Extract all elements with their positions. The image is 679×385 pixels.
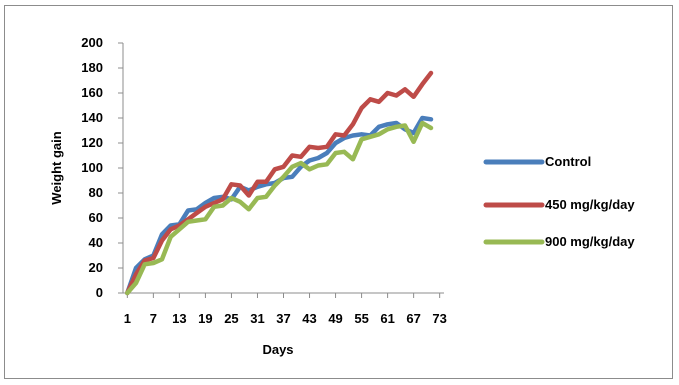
x-tick-label: 25 — [224, 311, 238, 326]
x-tick-label: 37 — [276, 311, 290, 326]
y-ticks: 0 20 40 60 80 100 120 140 160 180 200 — [81, 35, 123, 300]
series-line-1 — [125, 70, 434, 296]
y-tick-label: 120 — [81, 135, 103, 150]
y-tick-label: 0 — [96, 285, 103, 300]
x-axis-title: Days — [262, 342, 293, 357]
y-axis-title: Weight gain — [49, 131, 64, 204]
chart-frame — [4, 5, 673, 379]
x-tick-label: 7 — [150, 311, 157, 326]
y-tick-label: 80 — [89, 185, 103, 200]
legend-label-0: Control — [545, 154, 591, 169]
x-tick-label: 1 — [124, 311, 131, 326]
series-line-0 — [125, 115, 434, 296]
y-tick-label: 200 — [81, 35, 103, 50]
series-line-2 — [125, 120, 434, 296]
x-tick-label: 73 — [432, 311, 446, 326]
legend-label-1: 450 mg/kg/day — [545, 197, 635, 212]
x-tick-label: 19 — [198, 311, 212, 326]
y-tick-label: 180 — [81, 60, 103, 75]
legend: Control 450 mg/kg/day 900 mg/kg/day — [483, 154, 635, 249]
y-tick-label: 160 — [81, 85, 103, 100]
x-ticks: 1 7 13 19 25 31 37 43 49 55 61 67 73 — [124, 293, 447, 326]
x-tick-label: 31 — [250, 311, 264, 326]
x-tick-label: 13 — [172, 311, 186, 326]
x-tick-label: 49 — [328, 311, 342, 326]
series-lines — [125, 70, 434, 296]
x-tick-label: 55 — [354, 311, 368, 326]
y-tick-label: 40 — [89, 235, 103, 250]
y-tick-label: 60 — [89, 210, 103, 225]
y-tick-label: 20 — [89, 260, 103, 275]
x-tick-label: 43 — [302, 311, 316, 326]
x-tick-label: 61 — [380, 311, 394, 326]
y-tick-label: 100 — [81, 160, 103, 175]
y-tick-label: 140 — [81, 110, 103, 125]
legend-label-2: 900 mg/kg/day — [545, 234, 635, 249]
x-tick-label: 67 — [406, 311, 420, 326]
